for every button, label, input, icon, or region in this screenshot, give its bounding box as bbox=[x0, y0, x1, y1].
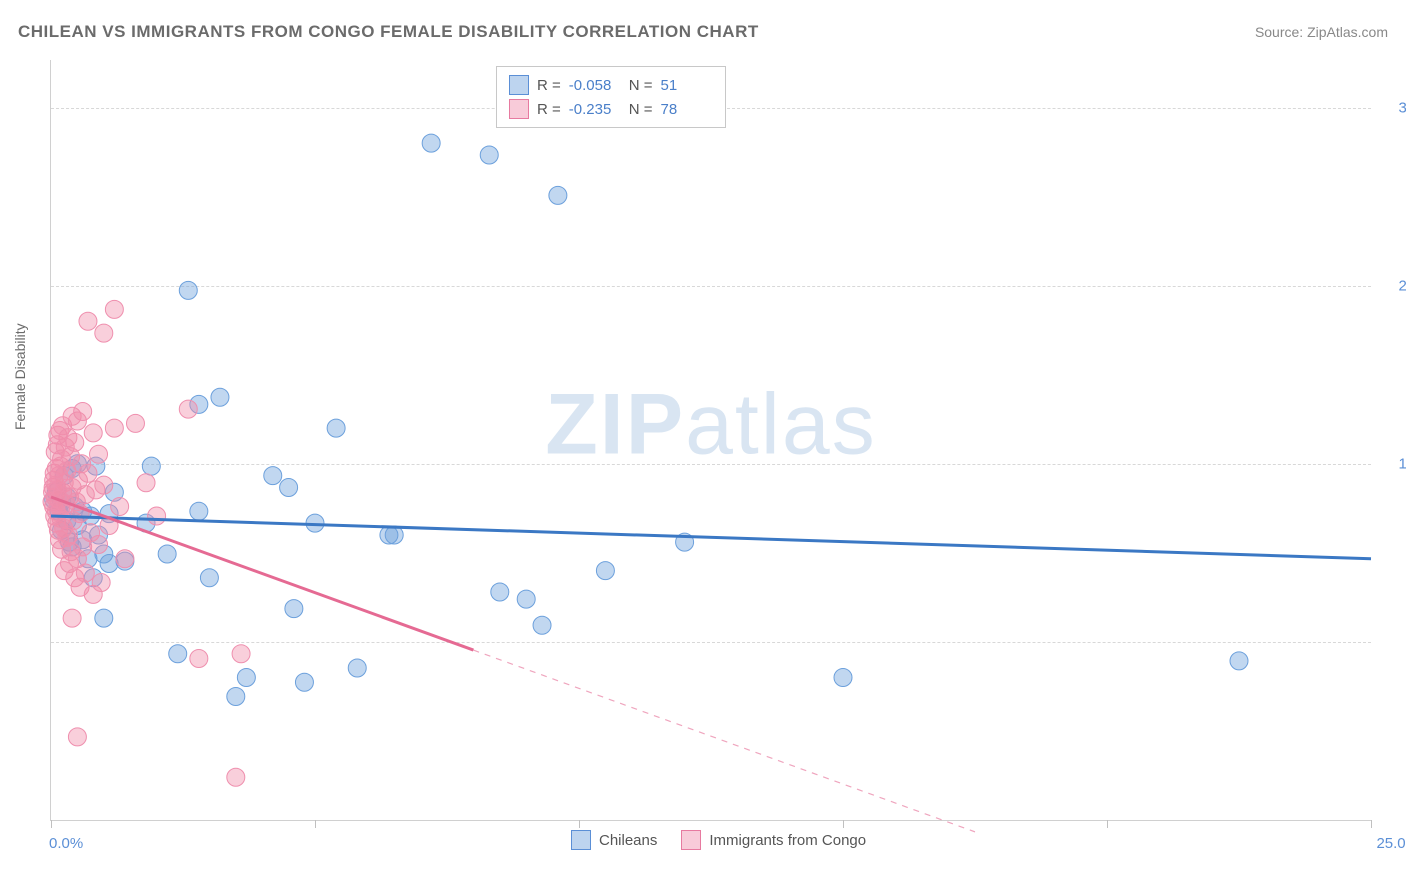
scatter-point bbox=[327, 419, 345, 437]
scatter-point bbox=[264, 467, 282, 485]
scatter-point bbox=[179, 400, 197, 418]
x-tick-label-max: 25.0% bbox=[1376, 835, 1406, 852]
chart-header: CHILEAN VS IMMIGRANTS FROM CONGO FEMALE … bbox=[18, 22, 1388, 42]
x-tick bbox=[843, 820, 844, 828]
scatter-point bbox=[1230, 652, 1248, 670]
stat-r-value-1: -0.058 bbox=[569, 77, 621, 94]
scatter-point bbox=[179, 281, 197, 299]
scatter-point bbox=[92, 574, 110, 592]
scatter-point bbox=[348, 659, 366, 677]
scatter-point bbox=[549, 186, 567, 204]
scatter-point bbox=[79, 464, 97, 482]
x-tick bbox=[51, 820, 52, 828]
scatter-point bbox=[480, 146, 498, 164]
correlation-stats-box: R = -0.058 N = 51 R = -0.235 N = 78 bbox=[496, 66, 726, 128]
trend-line bbox=[51, 516, 1371, 559]
scatter-point bbox=[232, 645, 250, 663]
swatch-blue-icon bbox=[509, 75, 529, 95]
scatter-point bbox=[227, 688, 245, 706]
scatter-point bbox=[148, 507, 166, 525]
scatter-point bbox=[169, 645, 187, 663]
x-tick-label-min: 0.0% bbox=[49, 835, 83, 852]
y-axis-label: Female Disability bbox=[12, 323, 28, 430]
x-tick bbox=[1107, 820, 1108, 828]
scatter-point bbox=[105, 419, 123, 437]
scatter-point bbox=[68, 728, 86, 746]
scatter-point bbox=[422, 134, 440, 152]
legend-swatch-pink-icon bbox=[681, 830, 701, 850]
scatter-point bbox=[95, 476, 113, 494]
bottom-legend: Chileans Immigrants from Congo bbox=[571, 830, 866, 850]
scatter-point bbox=[105, 300, 123, 318]
scatter-point bbox=[295, 673, 313, 691]
scatter-point bbox=[190, 502, 208, 520]
scatter-point bbox=[84, 424, 102, 442]
scatter-svg bbox=[51, 60, 1371, 820]
scatter-point bbox=[834, 669, 852, 687]
stats-row-series2: R = -0.235 N = 78 bbox=[509, 97, 713, 121]
legend-swatch-blue-icon bbox=[571, 830, 591, 850]
trend-line-dashed bbox=[473, 650, 975, 832]
scatter-point bbox=[190, 650, 208, 668]
trend-line-solid bbox=[51, 497, 473, 650]
stats-row-series1: R = -0.058 N = 51 bbox=[509, 73, 713, 97]
chart-title: CHILEAN VS IMMIGRANTS FROM CONGO FEMALE … bbox=[18, 22, 759, 42]
source-prefix: Source: bbox=[1255, 24, 1307, 40]
x-tick bbox=[579, 820, 580, 828]
scatter-point bbox=[596, 562, 614, 580]
scatter-point bbox=[90, 445, 108, 463]
stat-n-value-1: 51 bbox=[661, 77, 713, 94]
scatter-point bbox=[158, 545, 176, 563]
scatter-point bbox=[491, 583, 509, 601]
scatter-point bbox=[280, 479, 298, 497]
stat-r-label: R = bbox=[537, 77, 561, 94]
scatter-point bbox=[533, 616, 551, 634]
y-tick-label: 30.0% bbox=[1381, 99, 1406, 116]
y-tick-label: 7.5% bbox=[1381, 633, 1406, 650]
scatter-point bbox=[90, 536, 108, 554]
legend-item-1: Chileans bbox=[571, 830, 657, 850]
scatter-point bbox=[137, 474, 155, 492]
scatter-point bbox=[95, 609, 113, 627]
scatter-point bbox=[111, 498, 129, 516]
scatter-point bbox=[100, 555, 118, 573]
legend-item-2: Immigrants from Congo bbox=[681, 830, 866, 850]
scatter-point bbox=[79, 312, 97, 330]
x-tick bbox=[1371, 820, 1372, 828]
stat-r-label-2: R = bbox=[537, 101, 561, 118]
scatter-point bbox=[200, 569, 218, 587]
source-attribution: Source: ZipAtlas.com bbox=[1255, 24, 1388, 40]
scatter-point bbox=[63, 609, 81, 627]
stat-r-value-2: -0.235 bbox=[569, 101, 621, 118]
chart-plot-area: ZIPatlas 7.5%15.0%22.5%30.0% R = -0.058 … bbox=[50, 60, 1371, 821]
stat-n-label: N = bbox=[629, 77, 653, 94]
source-name: ZipAtlas.com bbox=[1307, 24, 1388, 40]
scatter-point bbox=[211, 388, 229, 406]
scatter-point bbox=[142, 457, 160, 475]
y-tick-label: 22.5% bbox=[1381, 277, 1406, 294]
scatter-point bbox=[237, 669, 255, 687]
scatter-point bbox=[517, 590, 535, 608]
scatter-point bbox=[66, 433, 84, 451]
stat-n-label-2: N = bbox=[629, 101, 653, 118]
scatter-point bbox=[74, 403, 92, 421]
legend-label-1: Chileans bbox=[599, 832, 657, 849]
legend-label-2: Immigrants from Congo bbox=[709, 832, 866, 849]
scatter-point bbox=[76, 564, 94, 582]
swatch-pink-icon bbox=[509, 99, 529, 119]
scatter-point bbox=[227, 768, 245, 786]
x-tick bbox=[315, 820, 316, 828]
scatter-point bbox=[116, 550, 134, 568]
scatter-point bbox=[126, 414, 144, 432]
scatter-point bbox=[95, 324, 113, 342]
stat-n-value-2: 78 bbox=[661, 101, 713, 118]
y-tick-label: 15.0% bbox=[1381, 455, 1406, 472]
scatter-point bbox=[285, 600, 303, 618]
